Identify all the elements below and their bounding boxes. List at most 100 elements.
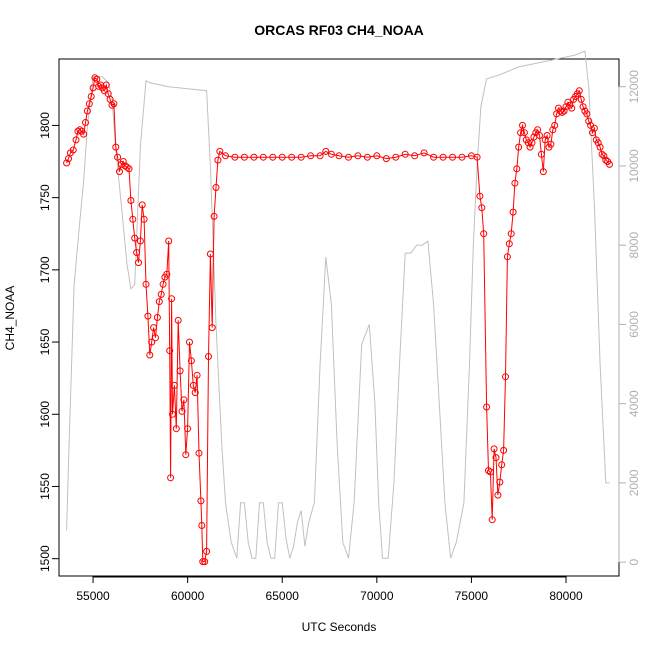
ch4-point (176, 367, 184, 375)
ch4-point (583, 110, 591, 118)
ch4-point (568, 104, 576, 112)
x-tick-label: 55000 (76, 589, 110, 603)
y2-tick-label: 6000 (627, 311, 641, 338)
ch4-series-line (66, 76, 610, 563)
y-tick-label: 1650 (38, 328, 52, 355)
y-tick-label: 1750 (38, 184, 52, 211)
ch4-point (165, 237, 173, 245)
y2-tick-label: 10000 (627, 149, 641, 183)
ch4-point (537, 150, 545, 158)
ch4-point (210, 212, 218, 220)
ch4-point (354, 152, 362, 160)
ch4-point (93, 75, 101, 83)
ch4-point (72, 136, 80, 144)
y-tick-label: 1600 (38, 401, 52, 428)
ch4-point (488, 516, 496, 524)
ch4-point (520, 129, 528, 137)
ch4-point (490, 445, 498, 453)
y2-tick-label: 8000 (627, 232, 641, 259)
ch4-point (198, 522, 206, 529)
ch4-point (166, 347, 174, 355)
ch4-point (579, 103, 587, 111)
ch4-point (250, 153, 258, 161)
y2-tick-label: 4000 (627, 390, 641, 417)
ch4-point (146, 351, 154, 359)
y2-tick-label: 2000 (627, 469, 641, 496)
ch4-point (420, 149, 428, 157)
ch4-point (144, 312, 152, 320)
x-tick-label: 70000 (360, 589, 394, 603)
ch4-point (556, 107, 564, 115)
ch4-point (602, 156, 610, 164)
ch4-point (186, 338, 193, 346)
ch4-point (500, 446, 508, 454)
ch4-point (478, 204, 486, 212)
ch4-point (517, 129, 525, 137)
ch4-point (486, 468, 494, 476)
ch4-point (392, 153, 400, 161)
ch4-point (127, 197, 135, 204)
ch4-point (551, 121, 559, 129)
ch4-point (87, 93, 95, 100)
y-tick-label: 1700 (38, 256, 52, 283)
x-tick-label: 65000 (266, 589, 300, 603)
ch4-point (480, 230, 488, 238)
ch4-point (142, 280, 150, 288)
ch4-point (187, 357, 195, 365)
ch4-point (174, 316, 182, 324)
ch4-point (82, 119, 89, 126)
ch4-point (191, 389, 199, 397)
ch4-point (153, 314, 161, 321)
ch4-point (168, 295, 176, 303)
y2-tick-label: 0 (627, 558, 641, 565)
ch4-point (119, 158, 127, 165)
ch4-point (182, 451, 190, 459)
ch4-line (66, 76, 610, 563)
ch4-point (169, 410, 176, 418)
ch4-point (483, 403, 491, 411)
ch4-point (135, 259, 142, 267)
ch4-point (240, 153, 248, 161)
ch4-series-points (63, 74, 613, 566)
ch4-point (123, 163, 131, 171)
ch4-point (526, 143, 534, 151)
ch4-point (606, 160, 613, 168)
ch4-point (549, 126, 557, 134)
ch4-point (129, 215, 137, 223)
ch4-point (411, 152, 419, 160)
x-tick-label: 60000 (171, 589, 205, 603)
ch4-point (148, 338, 156, 346)
ch4-point (172, 425, 180, 433)
ch4-point (322, 147, 330, 155)
ch4-point (140, 215, 148, 223)
ch4-point (439, 153, 447, 161)
y2-tick-label: 12000 (627, 70, 641, 104)
altitude-line (66, 50, 610, 559)
ch4-point (114, 153, 122, 161)
ch4-point (575, 87, 583, 95)
ch4-point (157, 290, 165, 298)
ch4-point (502, 373, 509, 381)
ch4-point (167, 474, 175, 482)
ch4-point (513, 165, 521, 173)
ch4-point (449, 153, 456, 161)
y-axis-label: CH4_NOAA (3, 286, 17, 351)
ch4-point (401, 150, 409, 158)
ch4-point (95, 82, 103, 90)
ch4-point (133, 249, 141, 256)
ch4-point (536, 132, 543, 139)
ch4-point (363, 153, 371, 161)
ch4-point (498, 461, 506, 469)
ch4-point (278, 153, 286, 161)
ch4-point (193, 371, 201, 379)
ch4-point (152, 334, 159, 342)
ch4-point (195, 449, 203, 457)
x-tick-label: 75000 (455, 589, 489, 603)
ch4-point (511, 179, 519, 187)
ch4-point (259, 153, 267, 161)
ch4-point (539, 168, 547, 176)
ch4-point (297, 153, 305, 161)
plot-frame (58, 58, 620, 577)
ch4-point (430, 153, 438, 161)
